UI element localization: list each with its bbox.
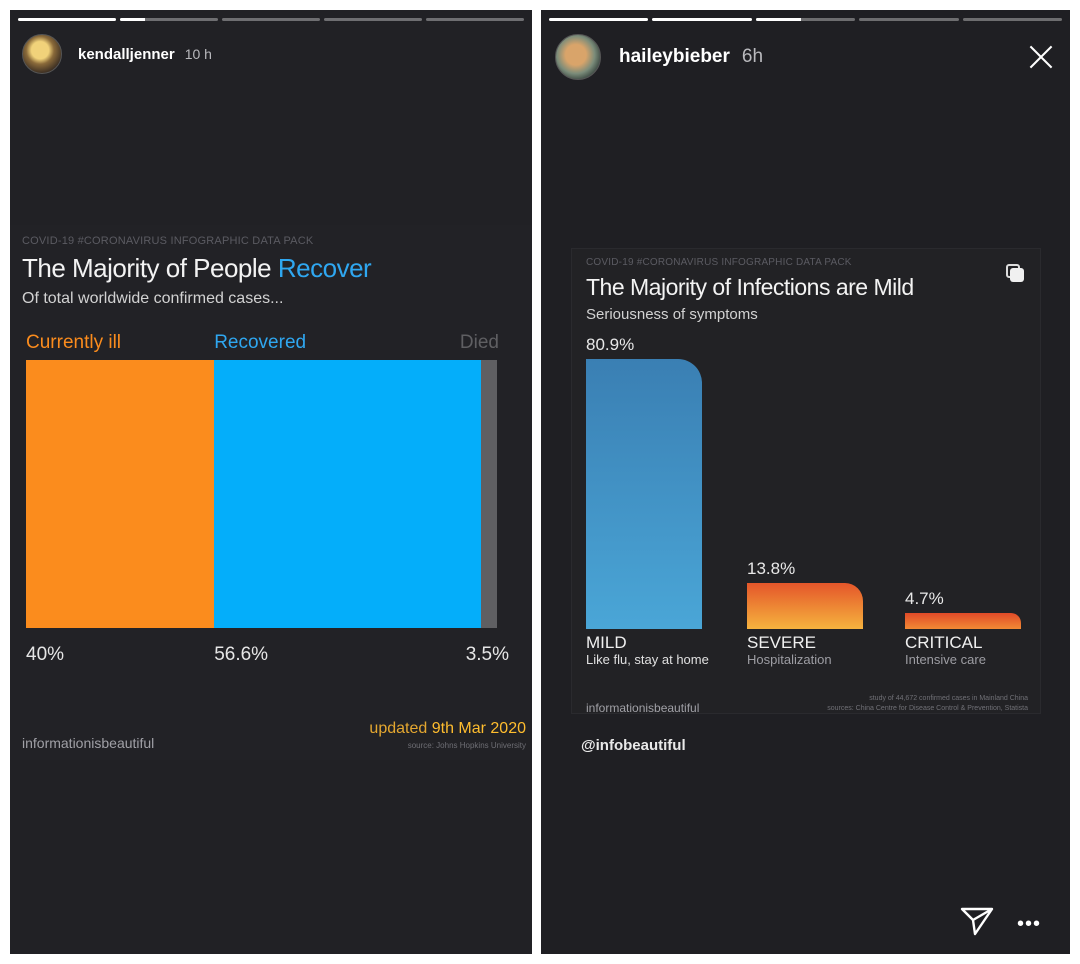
updated-prefix: updated <box>369 720 428 737</box>
progress-segment <box>755 18 856 21</box>
progress-segment <box>18 18 116 21</box>
value-label-severe: 13.8% <box>747 558 796 578</box>
chart-area: 80.9% 13.8% 4.7% <box>572 249 1042 629</box>
close-icon[interactable] <box>1026 42 1056 72</box>
category-label-critical: CRITICAL <box>905 633 983 652</box>
infographic-title: The Majority of Infections are Mild <box>586 274 914 300</box>
bar-critical <box>905 613 1021 629</box>
story-header: haileybieber 6h <box>555 34 763 80</box>
progress-fill <box>120 18 145 21</box>
infographic-kicker: COVID-19 #CORONAVIRUS INFOGRAPHIC DATA P… <box>22 235 314 247</box>
updated-date: 9th Mar 2020 <box>431 720 526 737</box>
avatar[interactable] <box>555 34 601 80</box>
title-highlight: Recover <box>277 253 372 283</box>
post-time: 10 h <box>184 46 212 62</box>
category-desc-mild: Like flu, stay at home <box>586 652 709 667</box>
progress-segment <box>549 18 649 21</box>
copy-icon[interactable] <box>1006 264 1024 282</box>
infographic-subtitle: Of total worldwide confirmed cases... <box>22 290 284 307</box>
username[interactable]: haileybieber <box>619 46 730 67</box>
pct-label-died: 3.5% <box>465 644 509 665</box>
username[interactable]: kendalljenner <box>78 45 175 63</box>
pct-label-ill: 40% <box>26 644 65 665</box>
category-label-ill: Currently ill <box>26 332 122 353</box>
progress-fill <box>18 18 116 21</box>
title-text: The Majority of People <box>22 253 272 283</box>
progress-segment <box>426 18 524 21</box>
category-desc-severe: Hospitalization <box>747 652 832 667</box>
category-label-died: Died <box>459 332 499 353</box>
infographic-recover: COVID-19 #CORONAVIRUS INFOGRAPHIC DATA P… <box>10 225 532 760</box>
category-label-mild: MILD <box>586 633 627 652</box>
infographic-kicker: COVID-19 #CORONAVIRUS INFOGRAPHIC DATA P… <box>586 257 852 268</box>
progress-segment <box>859 18 959 21</box>
progress-fill <box>755 18 801 21</box>
bar-recovered <box>214 360 481 628</box>
mention-link[interactable]: @infobeautiful <box>581 737 686 754</box>
post-time: 6h <box>741 46 764 67</box>
story-progress-bar <box>549 18 1063 21</box>
bar-died <box>480 360 497 628</box>
progress-segment <box>324 18 422 21</box>
infographic-title: The Majority of People Recover <box>22 253 372 284</box>
category-label-severe: SEVERE <box>747 633 816 652</box>
avatar[interactable] <box>22 34 62 74</box>
value-label-mild: 80.9% <box>586 335 635 354</box>
value-label-critical: 4.7% <box>905 589 944 609</box>
infographic-mild: COVID-19 #CORONAVIRUS INFOGRAPHIC DATA P… <box>571 248 1042 715</box>
story-panel-right[interactable]: haileybieber 6h COVID-19 #CORONAVIRUS IN… <box>541 10 1070 954</box>
progress-segment <box>652 18 752 21</box>
bar-severe <box>747 582 863 629</box>
progress-fill <box>652 18 752 21</box>
copy-icon-front <box>1010 268 1024 282</box>
brand-label: informationisbeautiful <box>22 735 155 751</box>
study-note: study of 44,672 confirmed cases in Mainl… <box>869 695 1028 702</box>
progress-fill <box>549 18 649 21</box>
story-panel-left[interactable]: kendalljenner 10 h COVID-19 #CORONAVIRUS… <box>10 10 532 954</box>
more-icon[interactable]: ••• <box>1016 913 1041 935</box>
brand-label: informationisbeautiful <box>586 701 700 715</box>
sources-note: sources: China Centre for Disease Contro… <box>827 705 1028 712</box>
pct-label-recovered: 56.6% <box>214 644 269 665</box>
story-header: kendalljenner 10 h <box>22 34 212 74</box>
updated-label: updated 9th Mar 2020 <box>369 720 526 738</box>
story-progress-bar <box>18 18 524 21</box>
bar-mild <box>586 359 702 629</box>
category-desc-critical: Intensive care <box>905 652 986 667</box>
category-label-recovered: Recovered <box>214 332 307 353</box>
progress-segment <box>962 18 1063 21</box>
infographic-subtitle: Seriousness of symptoms <box>586 306 758 323</box>
progress-segment <box>222 18 320 21</box>
source-label: source: Johns Hopkins University <box>407 741 526 750</box>
bar-currently-ill <box>26 360 215 628</box>
progress-segment <box>120 18 218 21</box>
send-icon[interactable] <box>960 906 994 936</box>
